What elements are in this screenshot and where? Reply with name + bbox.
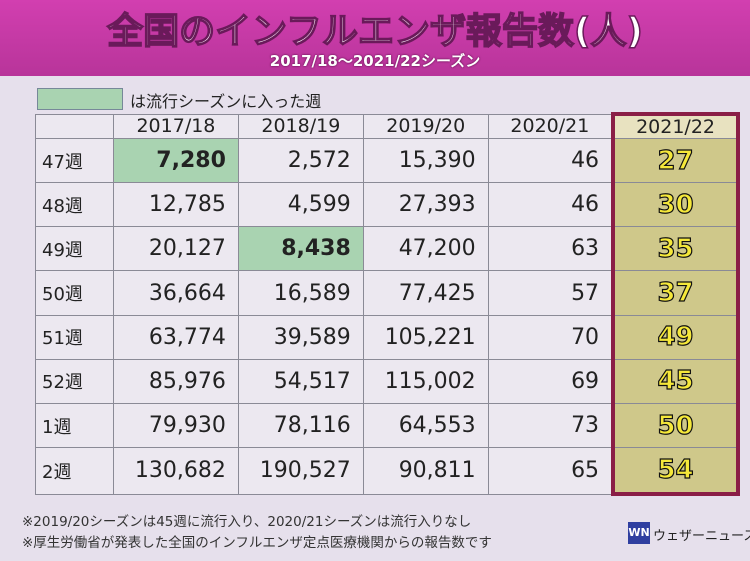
table-cell: 15,390 <box>362 137 489 184</box>
table-cell: 4,599 <box>237 182 364 228</box>
table-cell: 50 <box>611 402 740 449</box>
table-cell: 85,976 <box>113 358 239 404</box>
table-cell: 8,438 <box>237 226 364 272</box>
column-header: 2019/20 <box>362 113 489 139</box>
table-row: 48週 12,785 4,599 27,393 46 30 <box>35 182 740 228</box>
table-row: 51週 63,774 39,589 105,221 70 49 <box>35 314 740 360</box>
footnote: ※厚生労働省が発表した全国のインフルエンザ定点医療機関からの報告数です <box>22 535 492 551</box>
table-cell: 63,774 <box>113 314 239 360</box>
row-label: 51週 <box>35 314 114 360</box>
table-cell: 90,811 <box>362 447 489 495</box>
row-label: 1週 <box>35 402 114 449</box>
footnote: ※2019/20シーズンは45週に流行入り、2020/21シーズンは流行入りなし <box>22 514 472 530</box>
table-cell: 46 <box>487 182 614 228</box>
column-header: 2018/19 <box>237 113 364 139</box>
header-row: 2017/18 2018/19 2019/20 2020/21 2021/22 <box>35 112 740 139</box>
table-cell: 78,116 <box>237 402 364 449</box>
table-cell: 57 <box>487 270 614 316</box>
table-cell: 20,127 <box>113 226 239 272</box>
table-cell: 73 <box>487 402 614 449</box>
table-cell: 65 <box>487 447 614 495</box>
table-cell: 37 <box>611 270 740 316</box>
table-cell: 30 <box>611 182 740 228</box>
table-cell: 27,393 <box>362 182 489 228</box>
column-header: 2021/22 <box>611 112 740 139</box>
subtitle: 2017/18〜2021/22シーズン <box>269 52 481 70</box>
table-row: 47週 7,280 2,572 15,390 46 27 <box>35 137 740 184</box>
table-cell: 47,200 <box>362 226 489 272</box>
table-cell: 70 <box>487 314 614 360</box>
table-cell: 45 <box>611 358 740 404</box>
table-cell: 63 <box>487 226 614 272</box>
table-cell: 12,785 <box>113 182 239 228</box>
table-row: 49週 20,127 8,438 47,200 63 35 <box>35 226 740 272</box>
table-cell: 2,572 <box>237 137 364 184</box>
table-cell: 16,589 <box>237 270 364 316</box>
title: 全国のインフルエンザ報告数(人) <box>106 10 643 53</box>
table-row: 50週 36,664 16,589 77,425 57 37 <box>35 270 740 316</box>
column-header: 2017/18 <box>113 113 239 139</box>
row-label: 2週 <box>35 447 114 495</box>
column-header: 2020/21 <box>487 113 614 139</box>
row-label: 50週 <box>35 270 114 316</box>
legend-swatch <box>37 88 123 110</box>
table-cell: 27 <box>611 137 740 184</box>
logo-mark: WN <box>628 522 650 544</box>
table-cell: 49 <box>611 314 740 360</box>
corner-cell <box>35 113 114 139</box>
banner: 全国のインフルエンザ報告数(人) 2017/18〜2021/22シーズン <box>0 0 750 76</box>
table-cell: 36,664 <box>113 270 239 316</box>
table-cell: 130,682 <box>113 447 239 495</box>
table-cell: 77,425 <box>362 270 489 316</box>
table-cell: 35 <box>611 226 740 272</box>
table-row: 1週 79,930 78,116 64,553 73 50 <box>35 402 740 449</box>
table-cell: 39,589 <box>237 314 364 360</box>
table-cell: 54 <box>611 447 740 497</box>
row-label: 52週 <box>35 358 114 404</box>
table-row: 52週 85,976 54,517 115,002 69 45 <box>35 358 740 404</box>
table-cell: 46 <box>487 137 614 184</box>
legend-text: は流行シーズンに入った週 <box>130 92 322 111</box>
table-cell: 115,002 <box>362 358 489 404</box>
table-cell: 54,517 <box>237 358 364 404</box>
table-cell: 69 <box>487 358 614 404</box>
table-row: 2週 130,682 190,527 90,811 65 54 <box>35 447 740 497</box>
table-cell: 190,527 <box>237 447 364 495</box>
table-cell: 105,221 <box>362 314 489 360</box>
data-table: 2017/18 2018/19 2019/20 2020/21 2021/22 47週 7… <box>35 112 740 497</box>
table-cell: 7,280 <box>113 137 239 184</box>
logo-text: ウェザーニュース <box>653 529 750 544</box>
row-label: 49週 <box>35 226 114 272</box>
row-label: 47週 <box>35 137 114 184</box>
table-cell: 79,930 <box>113 402 239 449</box>
table-cell: 64,553 <box>362 402 489 449</box>
row-label: 48週 <box>35 182 114 228</box>
